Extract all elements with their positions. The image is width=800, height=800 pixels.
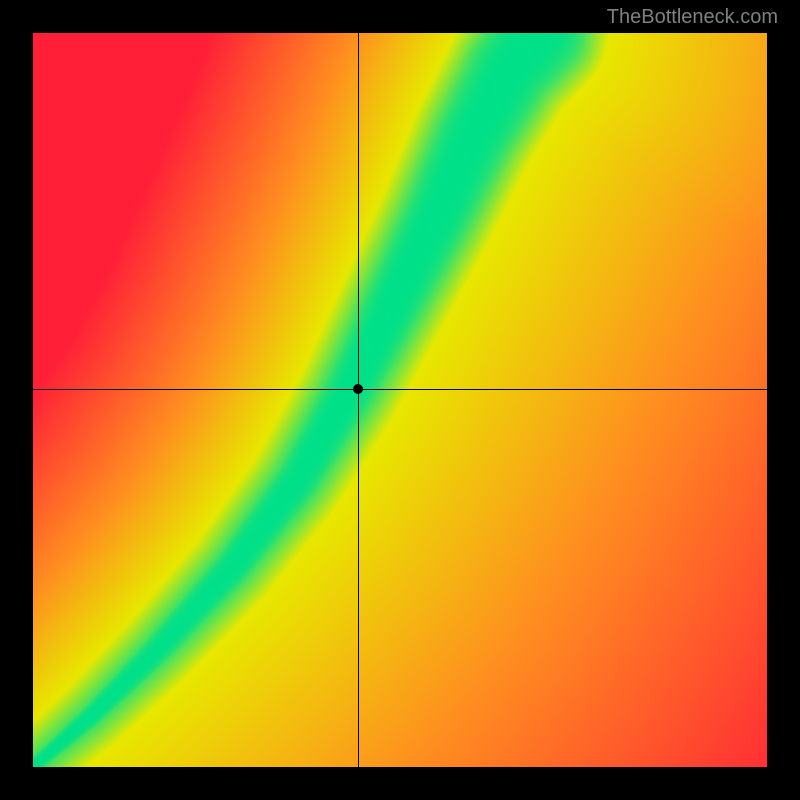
heatmap-chart — [33, 33, 767, 767]
crosshair-horizontal — [33, 389, 767, 390]
watermark-text: TheBottleneck.com — [607, 6, 778, 29]
intersection-marker — [353, 384, 363, 394]
heatmap-canvas — [33, 33, 767, 767]
crosshair-vertical — [358, 33, 359, 767]
